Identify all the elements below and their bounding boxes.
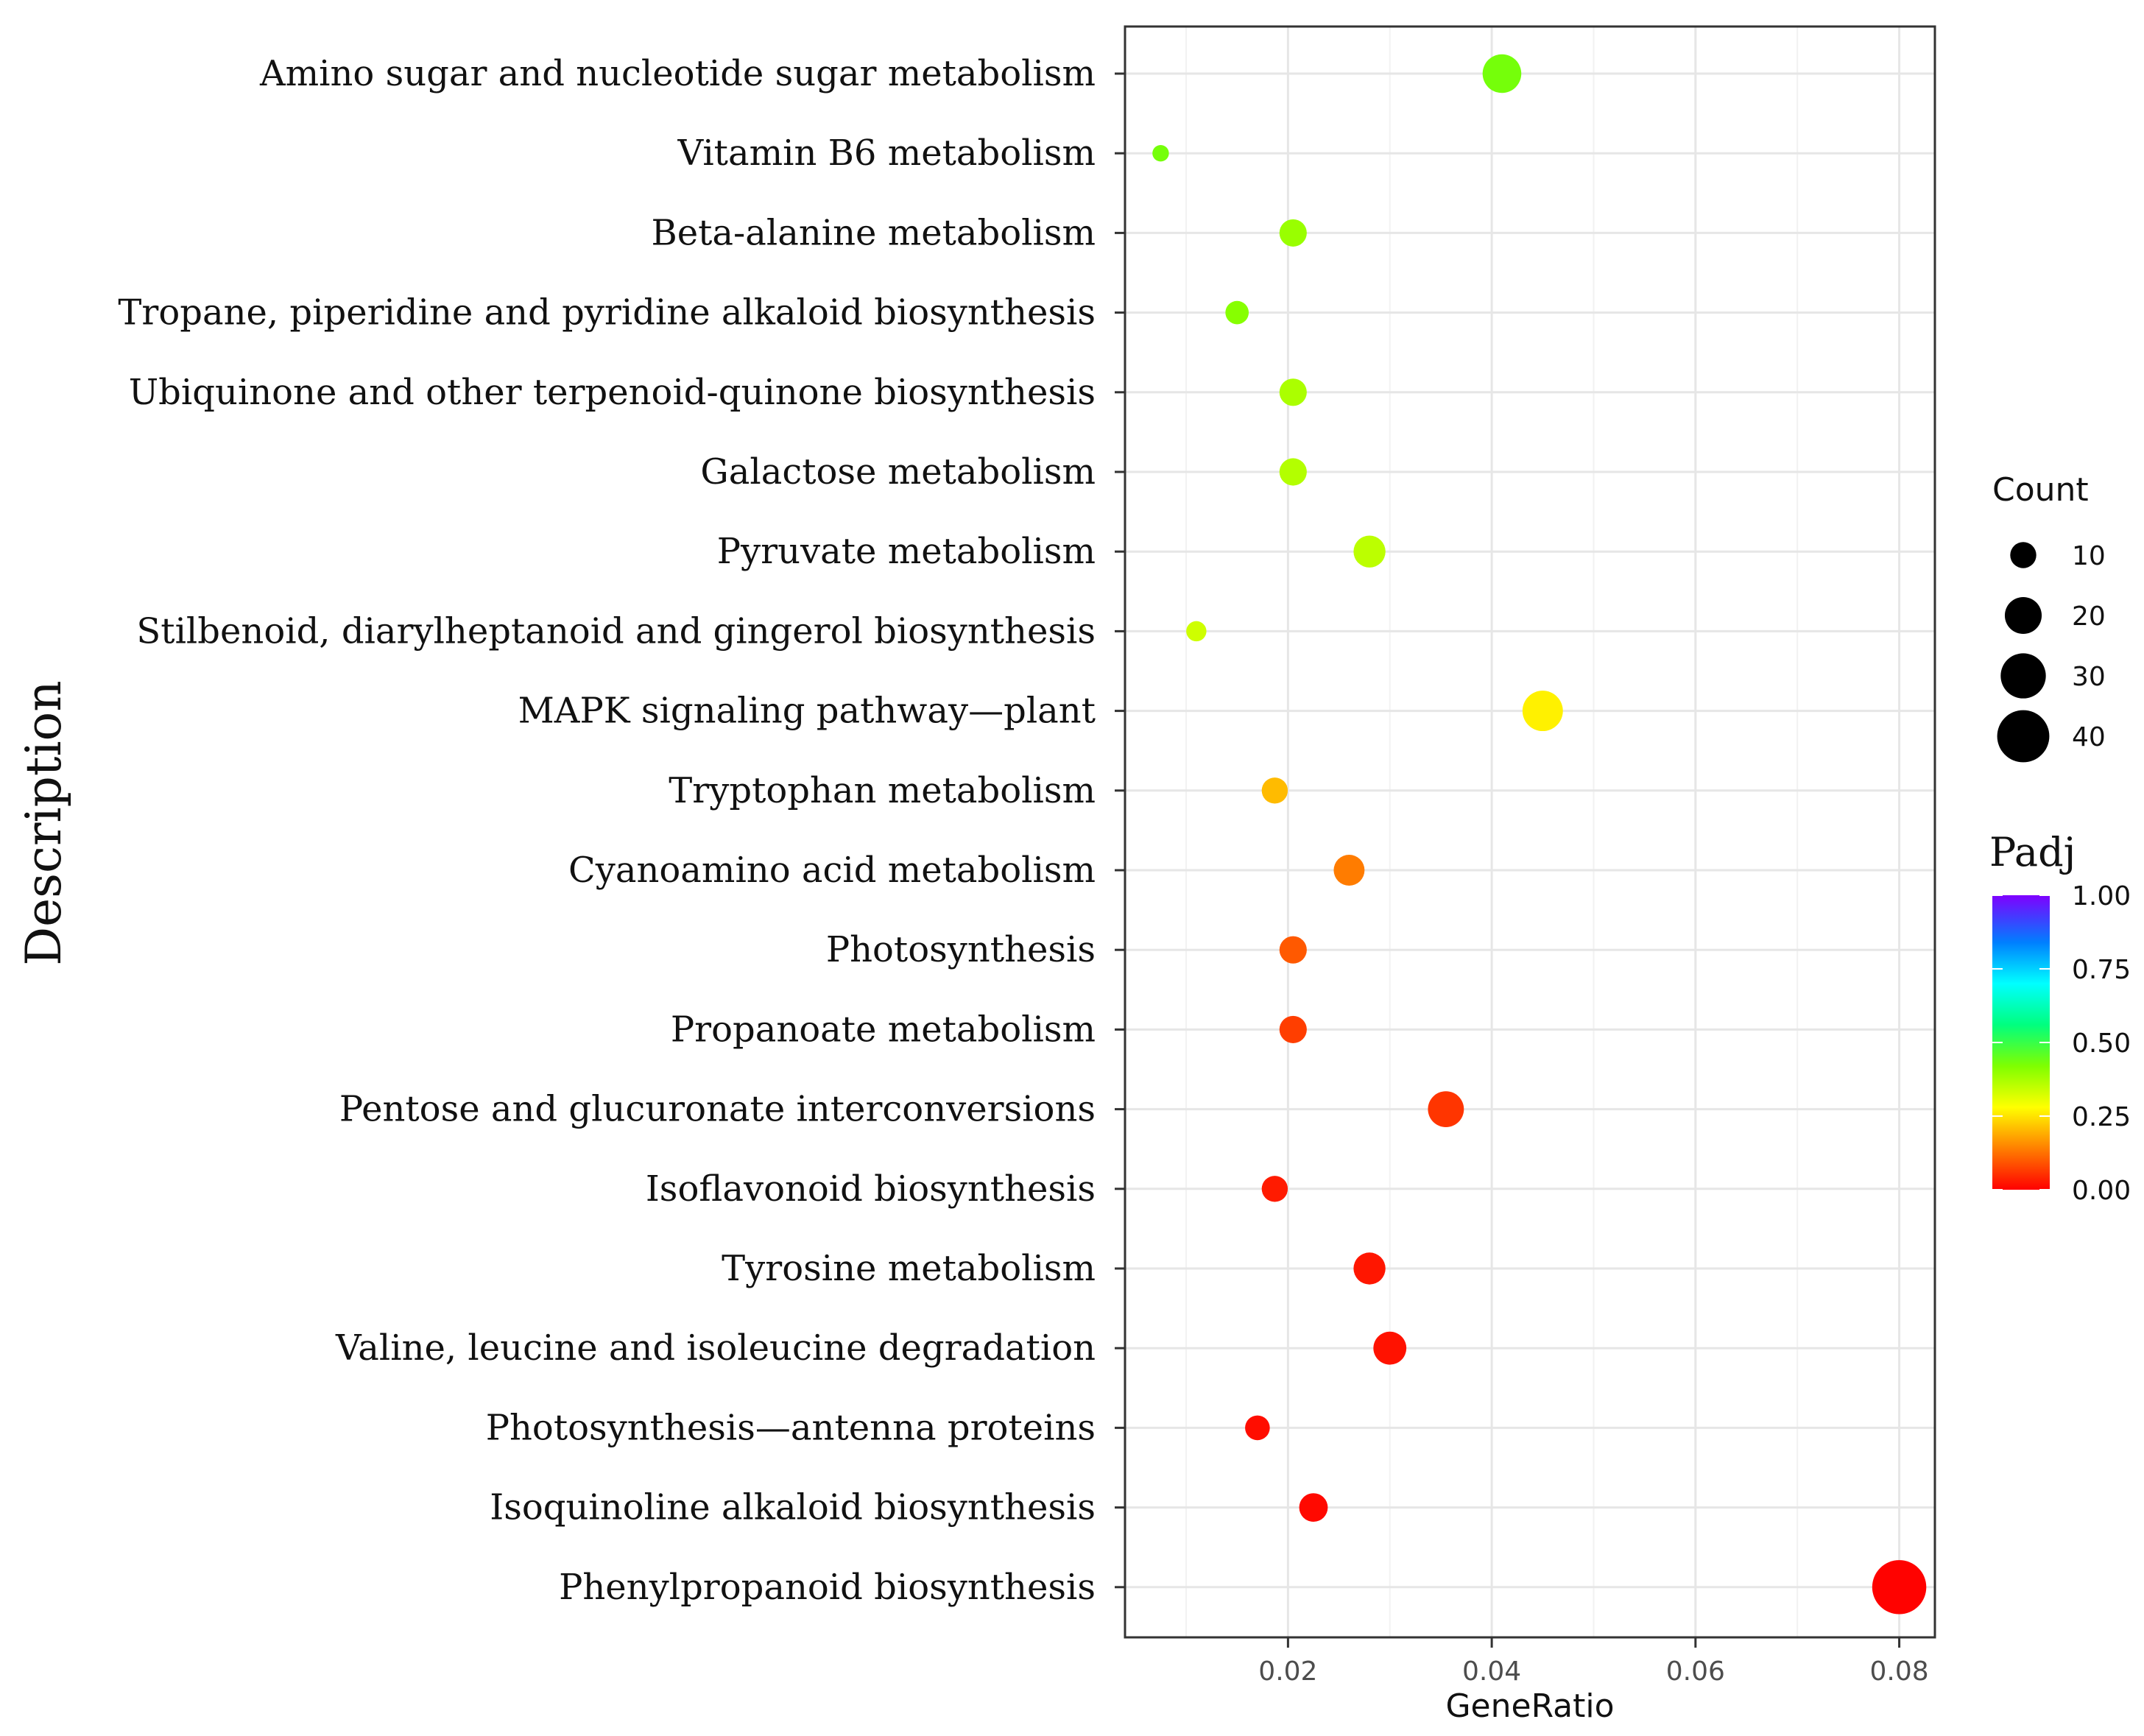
- padj-tick-label: 0.00: [2072, 1176, 2131, 1206]
- y-tick-label: Galactose metabolism: [700, 451, 1096, 493]
- data-point: [1279, 936, 1307, 964]
- padj-legend-title: Padj: [1989, 829, 2076, 875]
- count-legend-label: 20: [2072, 601, 2106, 632]
- data-point: [1299, 1493, 1328, 1522]
- x-axis: 0.02 0.04 0.06 0.08: [1258, 1637, 1929, 1687]
- x-tick-label: 0.08: [1869, 1656, 1928, 1687]
- y-tick-label: Photosynthesis—antenna proteins: [486, 1407, 1096, 1448]
- count-legend-title: Count: [1992, 471, 2089, 509]
- data-point: [1522, 691, 1563, 732]
- y-tick-label: Tryptophan metabolism: [669, 770, 1096, 811]
- y-tick-label: Stilbenoid, diarylheptanoid and gingerol…: [136, 610, 1096, 652]
- data-point: [1186, 621, 1207, 642]
- plot-border: [1124, 25, 1936, 1639]
- y-tick-label: Isoquinoline alkaloid biosynthesis: [490, 1487, 1096, 1528]
- padj-legend: Padj 1.00 0.75 0.50 0.25 0.00: [1989, 829, 2131, 1206]
- y-tick-label: Photosynthesis: [826, 929, 1096, 970]
- data-point: [1245, 1415, 1270, 1441]
- padj-legend-ticks: 1.00 0.75 0.50 0.25 0.00: [1992, 881, 2131, 1206]
- plot-background: [1125, 27, 1935, 1637]
- y-tick-label: MAPK signaling pathway—plant: [518, 691, 1096, 732]
- data-point: [1279, 458, 1307, 486]
- data-point: [1373, 1331, 1407, 1365]
- data-point: [1279, 219, 1307, 247]
- data-point: [1279, 1015, 1307, 1043]
- count-legend-items: 10 20 30 40: [1997, 541, 2106, 763]
- grid-lines: [1125, 27, 1935, 1637]
- data-point: [1279, 378, 1307, 406]
- padj-tick-label: 0.50: [2072, 1028, 2131, 1059]
- data-point: [1353, 535, 1386, 568]
- count-legend: Count 10 20 30 40: [1992, 471, 2106, 763]
- x-tick-label: 0.04: [1462, 1656, 1521, 1687]
- padj-tick-label: 0.75: [2072, 955, 2131, 985]
- count-legend-key: [2000, 653, 2046, 699]
- data-point: [1225, 300, 1249, 325]
- y-tick-label: Beta-alanine metabolism: [651, 212, 1096, 253]
- y-tick-label: Pentose and glucuronate interconversions: [339, 1089, 1096, 1130]
- count-legend-key: [2004, 596, 2042, 635]
- count-legend-label: 10: [2072, 541, 2106, 571]
- data-point: [1261, 1176, 1288, 1202]
- count-legend-label: 40: [2072, 722, 2106, 752]
- count-legend-label: 30: [2072, 662, 2106, 692]
- y-tick-label: Valine, leucine and isoleucine degradati…: [335, 1327, 1096, 1369]
- x-tick-label: 0.02: [1258, 1656, 1317, 1687]
- x-tick-label: 0.06: [1666, 1656, 1725, 1687]
- y-axis-title: Description: [15, 680, 72, 966]
- y-tick-label: Tyrosine metabolism: [722, 1248, 1096, 1289]
- padj-tick-label: 0.25: [2072, 1102, 2131, 1132]
- data-point: [1872, 1560, 1927, 1615]
- data-point: [1353, 1252, 1386, 1285]
- y-tick-label: Cyanoamino acid metabolism: [568, 850, 1096, 891]
- x-axis-title: GeneRatio: [1445, 1687, 1614, 1725]
- y-tick-label: Isoflavonoid biosynthesis: [646, 1168, 1096, 1210]
- data-point: [1152, 145, 1169, 162]
- y-axis: Amino sugar and nucleotide sugar metabol…: [118, 53, 1125, 1608]
- data-point: [1482, 54, 1522, 93]
- y-tick-label: Tropane, piperidine and pyridine alkaloi…: [118, 292, 1096, 334]
- y-tick-label: Pyruvate metabolism: [717, 531, 1096, 572]
- count-legend-key: [1997, 710, 2050, 763]
- data-point: [1261, 777, 1288, 804]
- plot-panel: [1124, 25, 1936, 1639]
- y-tick-label: Vitamin B6 metabolism: [677, 133, 1096, 174]
- y-tick-label: Propanoate metabolism: [671, 1009, 1096, 1050]
- y-tick-label: Ubiquinone and other terpenoid-quinone b…: [129, 372, 1096, 413]
- count-legend-key: [2010, 542, 2037, 568]
- y-tick-label: Phenylpropanoid biosynthesis: [559, 1567, 1096, 1608]
- data-points: [1152, 54, 1927, 1615]
- padj-tick-label: 1.00: [2072, 881, 2131, 911]
- data-point: [1428, 1091, 1464, 1128]
- data-point: [1333, 855, 1365, 886]
- y-tick-label: Amino sugar and nucleotide sugar metabol…: [259, 53, 1096, 94]
